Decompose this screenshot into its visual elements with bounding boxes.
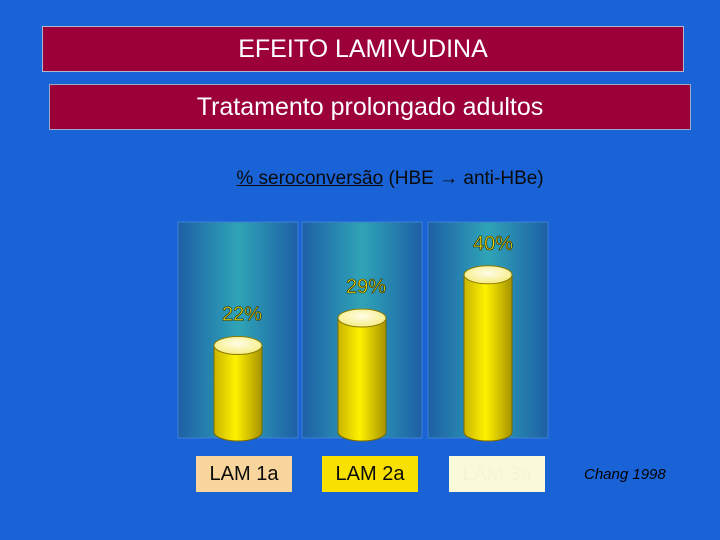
source-citation: Chang 1998 (584, 466, 666, 483)
data-label: 22% (222, 304, 262, 326)
data-label: 29% (346, 276, 386, 298)
bar (463, 265, 513, 442)
category-label: LAM 3a (449, 456, 545, 492)
data-label: 40% (473, 233, 513, 255)
category-label: LAM 2a (322, 456, 418, 492)
bar-body (213, 345, 263, 442)
bar (337, 308, 387, 442)
caption-metric: % seroconversão (236, 168, 384, 189)
bar-top (213, 336, 263, 356)
chart-caption: % seroconversão (HBE → anti-HBe) (0, 168, 720, 190)
caption-detail: (HBE → anti-HBe) (388, 168, 544, 189)
bar-body (337, 317, 387, 442)
bar-body (463, 274, 513, 442)
bar (213, 336, 263, 442)
page-subtitle: Tratamento prolongado adultos (49, 84, 691, 130)
page-title: EFEITO LAMIVUDINA (42, 26, 684, 72)
category-label: LAM 1a (196, 456, 292, 492)
bar-top (337, 308, 387, 328)
bar-top (463, 265, 513, 285)
